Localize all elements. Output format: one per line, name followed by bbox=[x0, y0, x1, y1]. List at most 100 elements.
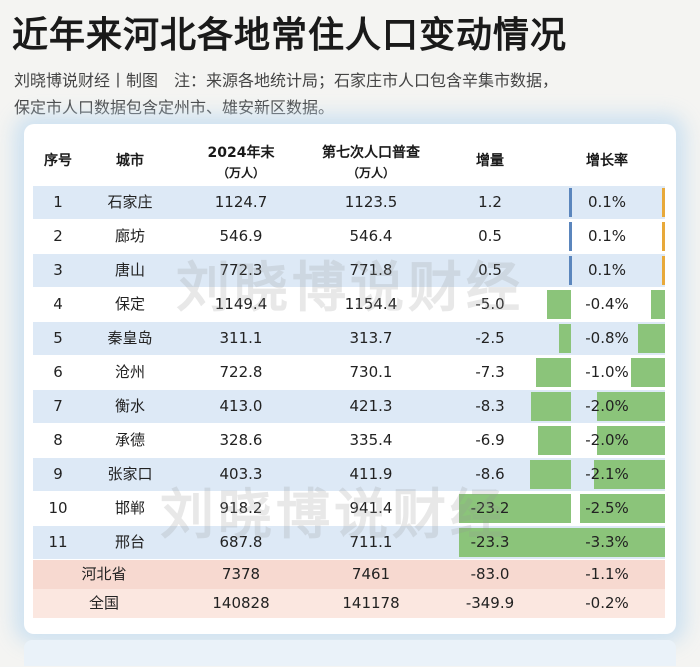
header-index: 序号 bbox=[44, 153, 72, 169]
cell-index: 11 bbox=[33, 526, 83, 559]
cell-rate-value: 0.1% bbox=[587, 193, 627, 211]
cell-rate-value: -2.0% bbox=[585, 431, 629, 449]
cell-index-value: 4 bbox=[53, 295, 63, 313]
table-header: 序号 城市 2024年末 （万人） 第七次人口普查 （万人） 增量 增长率 bbox=[33, 140, 665, 186]
cell-index: 7 bbox=[33, 390, 83, 423]
increase-bar bbox=[531, 392, 571, 421]
rate-bar bbox=[662, 188, 665, 217]
cell-city-value: 廊坊 bbox=[114, 227, 145, 245]
cell-increase-value: -6.9 bbox=[475, 431, 505, 449]
rate-bar bbox=[553, 528, 665, 557]
cell-pop2024: 722.8 bbox=[181, 356, 301, 389]
subtitle-note-continued: 保定市人口数据包含定州市、雄安新区数据。 bbox=[14, 98, 335, 117]
cell-region: 河北省 bbox=[81, 565, 127, 583]
cell-census-value: 335.4 bbox=[349, 431, 393, 449]
cell-city-value: 沧州 bbox=[114, 363, 145, 381]
cell-city: 石家庄 bbox=[85, 186, 175, 219]
cell-rate: -2.1% bbox=[549, 458, 665, 491]
cell-city-value: 邢台 bbox=[114, 533, 145, 551]
cell-census-value: 1154.4 bbox=[344, 295, 398, 313]
cell-increase-value: -7.3 bbox=[475, 363, 505, 381]
cell-index-value: 8 bbox=[53, 431, 63, 449]
header-increase: 增量 bbox=[476, 153, 504, 169]
header-census-label: 第七次人口普查 bbox=[322, 145, 420, 161]
cell-index: 6 bbox=[33, 356, 83, 389]
cell-city: 邯郸 bbox=[85, 492, 175, 525]
cell-pop2024-value: 546.9 bbox=[219, 227, 263, 245]
cell-increase: -349.9 bbox=[465, 594, 515, 612]
cell-increase: -7.3 bbox=[435, 356, 545, 389]
cell-census: 421.3 bbox=[305, 390, 437, 423]
increase-bar bbox=[569, 222, 572, 251]
cell-pop2024: 687.8 bbox=[181, 526, 301, 559]
table-row: 3 唐山 772.3 771.8 0.5 0.1% bbox=[33, 254, 665, 287]
cell-index-value: 3 bbox=[53, 261, 63, 279]
cell-pop2024-value: 687.8 bbox=[219, 533, 263, 551]
cell-census: 411.9 bbox=[305, 458, 437, 491]
cell-increase-value: -8.6 bbox=[475, 465, 505, 483]
cell-increase: -8.6 bbox=[435, 458, 545, 491]
cell-city-value: 保定 bbox=[114, 295, 145, 313]
cell-city: 沧州 bbox=[85, 356, 175, 389]
cell-pop2024: 328.6 bbox=[181, 424, 301, 457]
card-bottom-strip bbox=[24, 640, 676, 666]
cell-increase: -5.0 bbox=[435, 288, 545, 321]
table-row: 4 保定 1149.4 1154.4 -5.0 -0.4% bbox=[33, 288, 665, 321]
cell-index: 3 bbox=[33, 254, 83, 287]
cell-city-value: 承德 bbox=[114, 431, 145, 449]
rate-bar bbox=[637, 324, 665, 353]
cell-census: 335.4 bbox=[305, 424, 437, 457]
table-row: 2 廊坊 546.9 546.4 0.5 0.1% bbox=[33, 220, 665, 253]
cell-census-value: 546.4 bbox=[349, 227, 393, 245]
cell-city: 承德 bbox=[85, 424, 175, 457]
page-title: 近年来河北各地常住人口变动情况 bbox=[12, 14, 568, 56]
cell-index: 5 bbox=[33, 322, 83, 355]
cell-index: 2 bbox=[33, 220, 83, 253]
cell-city-value: 唐山 bbox=[114, 261, 145, 279]
cell-census-value: 313.7 bbox=[349, 329, 393, 347]
cell-census-value: 421.3 bbox=[349, 397, 393, 415]
cell-census: 1123.5 bbox=[305, 186, 437, 219]
cell-index-value: 5 bbox=[53, 329, 63, 347]
cell-index-value: 1 bbox=[53, 193, 63, 211]
cell-increase-value: -8.3 bbox=[475, 397, 505, 415]
cell-pop2024-value: 722.8 bbox=[219, 363, 263, 381]
cell-increase-value: 1.2 bbox=[478, 193, 502, 211]
table-row: 6 沧州 722.8 730.1 -7.3 -1.0% bbox=[33, 356, 665, 389]
cell-pop2024: 546.9 bbox=[181, 220, 301, 253]
cell-census: 711.1 bbox=[305, 526, 437, 559]
cell-increase: 0.5 bbox=[435, 220, 545, 253]
header-rate: 增长率 bbox=[586, 153, 628, 169]
cell-pop2024: 7378 bbox=[221, 565, 261, 583]
cell-rate-value: -0.8% bbox=[585, 329, 629, 347]
cell-pop2024-value: 311.1 bbox=[219, 329, 263, 347]
cell-pop2024-value: 918.2 bbox=[219, 499, 263, 517]
table-row: 1 石家庄 1124.7 1123.5 1.2 0.1% bbox=[33, 186, 665, 219]
cell-pop2024: 918.2 bbox=[181, 492, 301, 525]
cell-index: 10 bbox=[33, 492, 83, 525]
rate-bar bbox=[580, 494, 665, 523]
cell-pop2024-value: 772.3 bbox=[219, 261, 263, 279]
province-row: 河北省 7378 7461 -83.0 -1.1% bbox=[33, 560, 665, 589]
cell-census: 7461 bbox=[351, 565, 391, 583]
cell-rate-value: -3.3% bbox=[585, 533, 629, 551]
cell-increase: 0.5 bbox=[435, 254, 545, 287]
cell-rate: -1.0% bbox=[549, 356, 665, 389]
cell-region: 全国 bbox=[88, 594, 119, 612]
header-pop2024-label: 2024年末 bbox=[207, 145, 275, 161]
table-row: 11 邢台 687.8 711.1 -23.3 -3.3% bbox=[33, 526, 665, 559]
cell-index: 1 bbox=[33, 186, 83, 219]
increase-bar bbox=[569, 256, 572, 285]
table-row: 7 衡水 413.0 421.3 -8.3 -2.0% bbox=[33, 390, 665, 423]
cell-rate: 0.1% bbox=[549, 220, 665, 253]
cell-rate-value: 0.1% bbox=[587, 261, 627, 279]
cell-increase: -2.5 bbox=[435, 322, 545, 355]
table-row: 9 张家口 403.3 411.9 -8.6 -2.1% bbox=[33, 458, 665, 491]
rate-bar bbox=[662, 222, 665, 251]
cell-census: 546.4 bbox=[305, 220, 437, 253]
cell-census-value: 771.8 bbox=[349, 261, 393, 279]
cell-census: 313.7 bbox=[305, 322, 437, 355]
cell-rate: -0.4% bbox=[549, 288, 665, 321]
cell-census-value: 1123.5 bbox=[344, 193, 398, 211]
cell-index-value: 6 bbox=[53, 363, 63, 381]
